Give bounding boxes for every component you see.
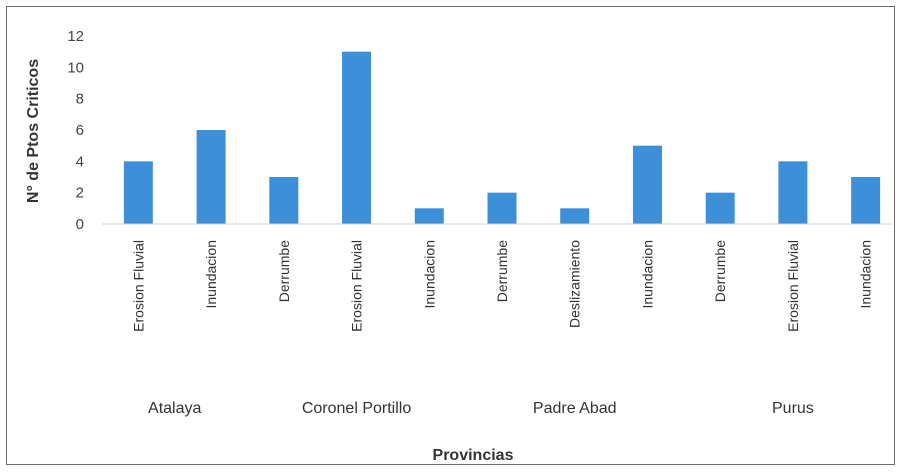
bar — [196, 130, 226, 224]
y-tick-label: 2 — [76, 185, 84, 202]
bar — [851, 177, 881, 224]
y-tick-label: 12 — [67, 28, 84, 45]
category-label: Derrumbe — [276, 240, 292, 302]
y-tick-label: 6 — [76, 122, 84, 139]
bar — [705, 192, 735, 224]
x-axis-title: Provincias — [433, 447, 514, 464]
category-label: Erosion Fluvial — [349, 240, 365, 332]
group-labels: Atalaya Coronel Portillo Padre Abad Purus — [148, 400, 814, 417]
y-axis-ticks: 0 2 4 6 8 10 12 — [67, 28, 84, 233]
y-tick-label: 4 — [76, 153, 84, 170]
y-axis-title: N° de Ptos Criticos — [25, 59, 42, 203]
category-label: Deslizamiento — [567, 240, 583, 328]
bar — [414, 208, 444, 224]
bar — [342, 51, 372, 224]
category-label: Erosion Fluvial — [130, 240, 146, 332]
bar — [778, 161, 808, 224]
group-label: Coronel Portillo — [302, 400, 411, 417]
category-label: Inundacion — [421, 240, 437, 309]
y-tick-label: 0 — [76, 216, 84, 233]
category-label: Derrumbe — [494, 240, 510, 302]
category-labels: Erosion Fluvial Inundacion Derrumbe Erosion… — [130, 240, 873, 332]
group-label: Atalaya — [148, 400, 201, 417]
bar — [487, 192, 517, 224]
bars — [123, 51, 881, 224]
y-tick-label: 8 — [76, 91, 84, 108]
group-label: Padre Abad — [533, 400, 617, 417]
bar — [560, 208, 590, 224]
y-tick-label: 10 — [67, 59, 84, 76]
bar — [123, 161, 153, 224]
category-label: Inundacion — [639, 240, 655, 309]
category-label: Inundacion — [858, 240, 874, 309]
group-label: Purus — [772, 400, 814, 417]
category-label: Derrumbe — [712, 240, 728, 302]
bar — [632, 145, 662, 224]
category-label: Inundacion — [203, 240, 219, 309]
bar — [269, 177, 299, 224]
category-label: Erosion Fluvial — [785, 240, 801, 332]
chart-frame — [6, 6, 895, 465]
